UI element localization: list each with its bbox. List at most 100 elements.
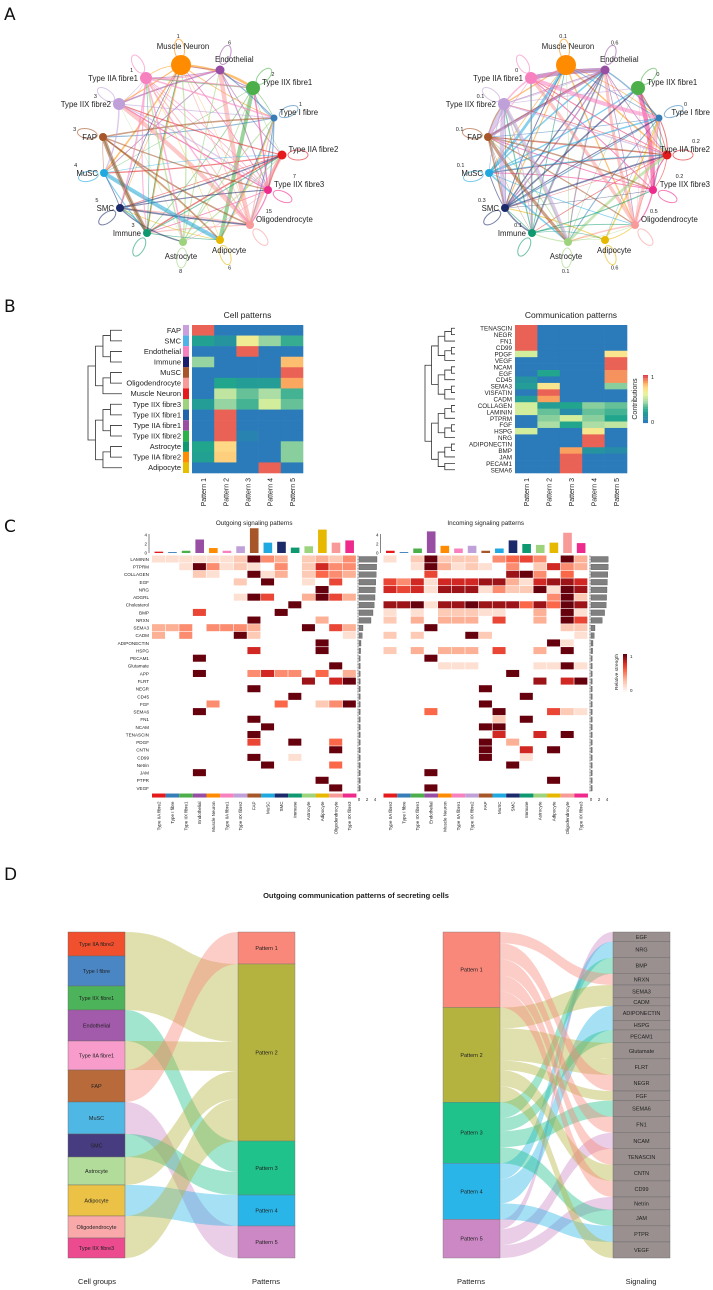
heatmap-cell xyxy=(560,677,574,685)
relative-strength-colorbar: 1 0 Relative strength xyxy=(614,654,633,693)
heatmap-cell xyxy=(206,624,220,632)
edge xyxy=(102,171,221,242)
heatmap-cell xyxy=(582,440,605,448)
cell-type-label: Astrocyte xyxy=(306,801,311,820)
heatmap-cell xyxy=(537,421,561,429)
heatmap-cell xyxy=(192,462,215,474)
alluvial-node: CNTN xyxy=(612,1164,671,1182)
edge xyxy=(219,69,275,119)
cell-type-label: Type IIA fibre1 xyxy=(456,801,461,830)
alluvial-node: HSPG xyxy=(612,1020,671,1031)
self-loop xyxy=(515,54,531,74)
edge xyxy=(504,189,654,209)
heatmap-cell xyxy=(165,555,179,563)
row-total-bar xyxy=(590,632,595,639)
heatmap-cell xyxy=(280,335,304,347)
cell-type-label: Oligodendrocyte xyxy=(565,801,570,834)
loop-value: 0.2 xyxy=(676,174,684,180)
heatmap-cell xyxy=(560,639,574,647)
row-total-bar xyxy=(358,754,361,761)
heatmap-cell xyxy=(179,624,193,632)
node-dot xyxy=(277,150,287,160)
row-color-strip xyxy=(183,388,189,399)
alluvial-node: Type IIA fibre1 xyxy=(67,1040,126,1071)
heatmap-cell xyxy=(519,570,533,578)
node-adipocyte: 0.6 Adipocyte xyxy=(597,236,631,271)
cell-type-label: MuSC xyxy=(497,801,502,814)
node-label: Type IIX fibre3 xyxy=(79,1246,114,1252)
heatmap-cell xyxy=(258,462,282,474)
heatmap-title: Cell patterns xyxy=(224,310,272,320)
node-dot xyxy=(600,65,610,75)
row-total-bar xyxy=(358,777,361,784)
node-label: Endothelial xyxy=(600,55,639,64)
heatmap-cell xyxy=(438,662,452,670)
node-dot xyxy=(246,221,254,229)
heatmap-cell xyxy=(236,367,259,379)
edge xyxy=(101,136,149,234)
column-total-bar xyxy=(318,529,327,553)
cell-type-label: Immune xyxy=(524,801,529,818)
row-label: NEGR xyxy=(494,332,513,339)
pattern-block xyxy=(442,1163,501,1220)
heatmap-cell xyxy=(179,631,193,639)
edge xyxy=(145,77,254,89)
alluvial-flow xyxy=(500,1020,613,1204)
heatmap-cell xyxy=(582,447,605,454)
heatmap-cell xyxy=(258,325,282,336)
heatmap-cell xyxy=(492,608,506,616)
edge xyxy=(504,87,639,209)
dendrogram-branch xyxy=(444,331,455,342)
node-dot xyxy=(171,55,191,75)
pattern-node: Pattern 5 xyxy=(237,1225,296,1259)
alluvial-flow xyxy=(125,1134,238,1195)
edge xyxy=(145,77,269,191)
heatmap-cell xyxy=(574,662,588,670)
alluvial-flow xyxy=(125,986,238,1042)
heatmap-cell xyxy=(604,453,628,461)
alluvial-flow xyxy=(500,1132,613,1246)
heatmap-cell xyxy=(478,608,492,616)
loop-value: 0.1 xyxy=(562,269,570,275)
column-total-bar xyxy=(181,550,191,553)
heatmap-cell xyxy=(329,555,343,563)
node-dot xyxy=(264,186,272,194)
colorbar-step xyxy=(623,675,627,677)
row-color-strip xyxy=(183,462,189,473)
node-dot xyxy=(525,72,537,84)
row-label: Astrocyte xyxy=(150,442,181,451)
row-total-bar xyxy=(590,708,593,715)
alluvial-node: Endothelial xyxy=(67,1009,126,1042)
pattern-label: Pattern 5 xyxy=(255,1240,277,1246)
heatmap-cell xyxy=(582,427,605,435)
pattern-block xyxy=(442,1102,501,1164)
heatmap-cell xyxy=(559,382,583,390)
colorbar-step xyxy=(623,658,627,661)
heatmap-cell xyxy=(465,616,479,624)
heatmap-cell xyxy=(247,624,261,632)
row-label: Muscle Neuron xyxy=(131,389,181,398)
cell-type-label: Endothelial xyxy=(429,802,434,824)
heatmap-cell xyxy=(179,563,193,571)
heatmap-cell xyxy=(492,601,506,609)
heatmap-cell xyxy=(533,578,547,586)
row-total-bar xyxy=(590,777,593,784)
row-total-bar xyxy=(358,701,361,708)
node-label: Oligodendrocyte xyxy=(641,215,698,224)
alluvial-title: Outgoing communication patterns of secre… xyxy=(263,891,449,900)
signal-label: CADM xyxy=(135,633,149,638)
dendrogram-branch xyxy=(444,408,455,419)
heatmap-cell xyxy=(559,402,583,409)
colorbar-step xyxy=(643,391,648,393)
heatmap-cell xyxy=(451,578,465,586)
alluvial-node: NCAM xyxy=(612,1132,671,1149)
heatmap-cell xyxy=(604,337,628,345)
heatmap-cell xyxy=(492,730,506,739)
loop-value: 0 xyxy=(515,68,518,74)
heatmap-cell xyxy=(233,563,247,571)
